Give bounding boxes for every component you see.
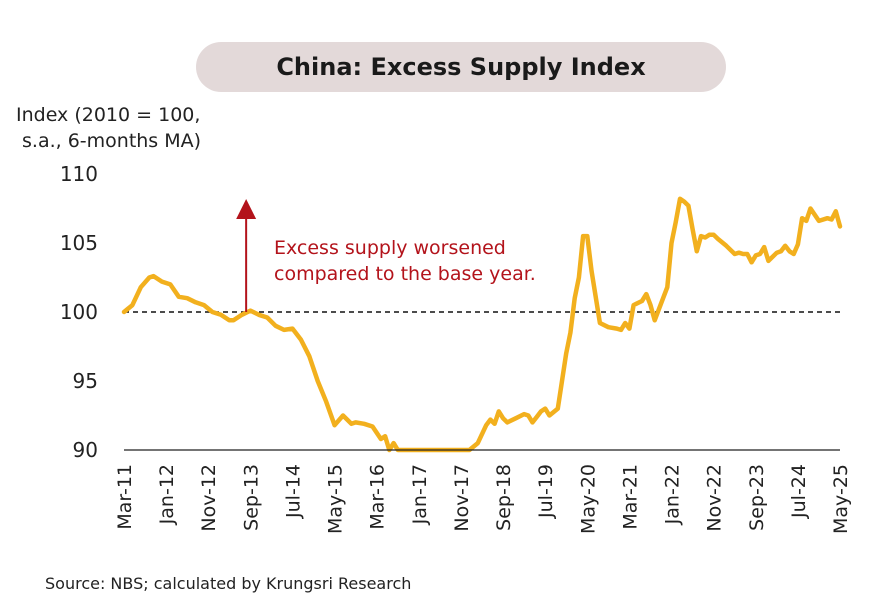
y-axis-label-line1: Index (2010 = 100, [16,104,201,126]
x-tick-label: May-15 [325,464,347,534]
annotation-arrow [236,198,257,312]
y-axis-label: Index (2010 = 100, s.a., 6-months MA) [16,102,201,154]
x-tick-label: Sep-18 [493,464,515,531]
x-tick-label: May-20 [577,464,599,534]
annotation-arrow-head [236,198,257,219]
chart-title-pill: China: Excess Supply Index [196,42,726,92]
x-tick-label: Mar-16 [367,464,389,530]
x-tick-label: Nov-22 [704,464,726,532]
annotation-text-line1: Excess supply worsened [274,237,506,259]
x-tick-label: Mar-21 [619,464,641,530]
annotation-text-line2: compared to the base year. [274,263,536,285]
x-tick-label: Sep-13 [240,464,262,531]
x-tick-label: Jan-22 [662,464,684,525]
y-axis-label-line2: s.a., 6-months MA) [22,130,202,152]
y-tick-label: 110 [60,162,98,186]
source-note: Source: NBS; calculated by Krungsri Rese… [45,574,412,593]
y-tick-label: 90 [73,438,98,462]
y-ticks: 90 95 100 105 110 [60,162,98,462]
x-tick-label: May-25 [830,464,852,534]
y-tick-label: 100 [60,300,98,324]
x-tick-label: Jul-19 [535,464,557,519]
y-tick-label: 105 [60,231,98,255]
x-tick-label: Mar-11 [114,464,136,530]
y-tick-label: 95 [73,369,98,393]
x-tick-label: Nov-12 [198,464,220,532]
excess-supply-index-line [121,196,843,453]
x-tick-label: Sep-23 [746,464,768,531]
x-tick-label: Jul-24 [788,464,810,519]
x-ticks: Mar-11 Jan-12 Nov-12 Sep-13 Jul-14 May-15 Mar-… [114,464,852,534]
chart-title: China: Excess Supply Index [276,53,646,81]
x-tick-label: Jan-17 [409,464,431,525]
x-tick-label: Jul-14 [282,464,304,519]
x-tick-label: Jan-12 [156,464,178,525]
x-tick-label: Nov-17 [451,464,473,532]
